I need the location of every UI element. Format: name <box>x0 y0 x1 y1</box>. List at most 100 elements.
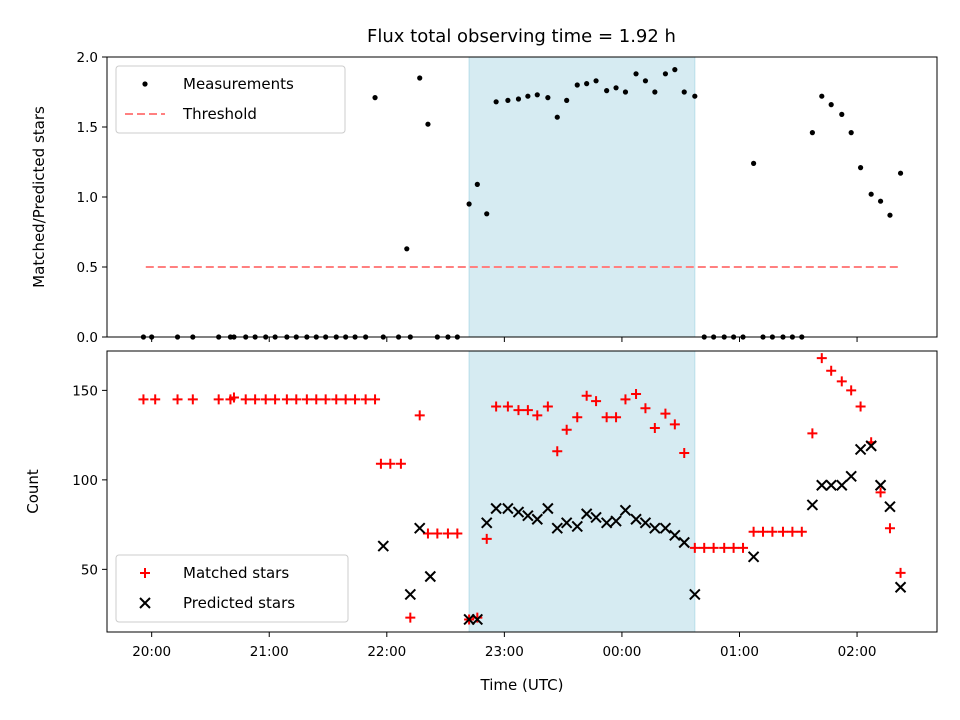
measurement-point <box>525 93 531 99</box>
x-tick-label: 22:00 <box>367 644 406 660</box>
matched-stars-point <box>552 446 563 457</box>
predicted-stars-point <box>463 613 475 626</box>
top-panel: 0.0 0.5 1.0 1.5 2.0 Matched/Predicted stars Me… <box>30 50 938 346</box>
matched-stars-point <box>375 458 386 469</box>
legend-measurement-swatch <box>142 81 148 87</box>
predicted-stars-point <box>512 506 525 518</box>
matched-stars-point <box>807 428 818 439</box>
x-tick-label: 21:00 <box>250 644 289 660</box>
predicted-stars-point <box>894 581 907 593</box>
matched-stars-point <box>350 394 361 405</box>
predicted-stars-point <box>747 551 760 563</box>
predicted-stars-point <box>377 540 389 552</box>
legend-label: Threshold <box>182 105 257 123</box>
matched-stars-point <box>649 422 660 433</box>
x-tick-label: 02:00 <box>838 644 877 660</box>
matched-stars-point <box>405 612 416 623</box>
matched-stars-point <box>767 526 778 537</box>
matched-stars-point <box>561 424 572 435</box>
legend-label: Matched stars <box>183 564 289 582</box>
matched-stars-point <box>875 487 886 498</box>
predicted-stars-point <box>590 511 602 524</box>
y-tick-label: 0.0 <box>77 330 98 346</box>
measurement-point <box>633 71 639 77</box>
measurement-point <box>828 102 834 108</box>
measurement-point <box>662 71 669 77</box>
measurement-point <box>425 121 431 127</box>
y-tick-label: 100 <box>72 473 98 489</box>
matched-stars-point <box>895 567 906 578</box>
matched-stars-point <box>250 394 261 405</box>
measurement-point <box>484 211 490 217</box>
predicted-stars-point <box>502 502 514 515</box>
measurement-point <box>574 82 580 88</box>
matched-stars-point <box>228 392 239 403</box>
matched-stars-point <box>660 408 671 419</box>
matched-stars-point <box>481 533 492 544</box>
predicted-stars-point <box>610 515 622 527</box>
matched-stars-point <box>340 394 351 405</box>
matched-stars-point <box>432 528 443 539</box>
bottom-panel: 50 100 150 20:00 21:00 22:00 23:00 00:00 01:00 02… <box>24 350 938 694</box>
y-tick-label: 0.5 <box>77 260 98 276</box>
legend: Matched stars Predicted stars <box>115 554 349 623</box>
matched-stars-point <box>689 542 700 553</box>
predicted-stars-point <box>816 479 828 491</box>
measurement-point <box>554 114 560 120</box>
matched-stars-point <box>442 528 453 539</box>
matched-stars-point <box>581 390 592 401</box>
measurement-point <box>417 75 423 81</box>
matched-stars-point <box>150 394 161 405</box>
measurement-point <box>474 181 480 187</box>
measurement-point <box>593 78 599 84</box>
predicted-stars-point <box>854 443 867 456</box>
x-axis-label: Time (UTC) <box>480 676 564 694</box>
matched-stars-point <box>777 526 788 537</box>
matched-stars-point <box>414 410 425 421</box>
matched-stars-point <box>836 376 847 387</box>
matched-stars-point <box>591 396 602 407</box>
matched-stars-point <box>855 401 866 412</box>
predicted-stars-point <box>874 479 887 491</box>
predicted-stars-point <box>639 517 652 529</box>
predicted-stars-point <box>678 536 690 549</box>
matched-stars-point <box>172 394 183 405</box>
matched-stars-point <box>758 526 769 537</box>
matched-stars-point <box>370 394 381 405</box>
predicted-stars-point <box>600 517 613 529</box>
matched-stars-point <box>611 412 622 423</box>
predicted-stars-point <box>424 570 437 583</box>
matched-stars-point <box>542 401 553 412</box>
predicted-stars-point <box>649 522 661 534</box>
measurement-point <box>681 89 687 95</box>
predicted-stars-point <box>865 440 877 452</box>
legend-box <box>115 554 349 623</box>
predicted-stars-point <box>551 522 563 534</box>
measurement-point <box>505 97 511 103</box>
measurement-point <box>584 81 590 87</box>
matched-stars-point <box>532 410 543 421</box>
matched-stars-point <box>826 365 837 376</box>
matched-stars-point <box>240 394 251 405</box>
matched-stars-point <box>395 458 406 469</box>
predicted-stars-point <box>404 588 417 601</box>
predicted-stars-point <box>619 504 632 517</box>
matched-stars-point <box>748 526 759 537</box>
predicted-stars-point <box>414 522 426 534</box>
observing-window-span <box>468 350 696 633</box>
legend-label: Measurements <box>183 75 294 93</box>
y-tick-label: 50 <box>81 562 98 578</box>
matched-stars-point <box>311 394 322 405</box>
matched-stars-point <box>270 394 281 405</box>
x-tick-label: 23:00 <box>485 644 524 660</box>
predicted-stars-point <box>689 588 701 601</box>
x-tick-label: 20:00 <box>132 644 171 660</box>
matched-stars-point <box>472 612 483 623</box>
chart-title: Flux total observing time = 1.92 h <box>367 26 676 47</box>
matched-stars-point <box>640 403 651 414</box>
matched-stars-point <box>679 448 690 459</box>
matched-stars-point <box>452 528 463 539</box>
measurement-point <box>493 99 499 105</box>
predicted-stars-point <box>836 479 848 491</box>
measurement-point <box>534 92 540 98</box>
